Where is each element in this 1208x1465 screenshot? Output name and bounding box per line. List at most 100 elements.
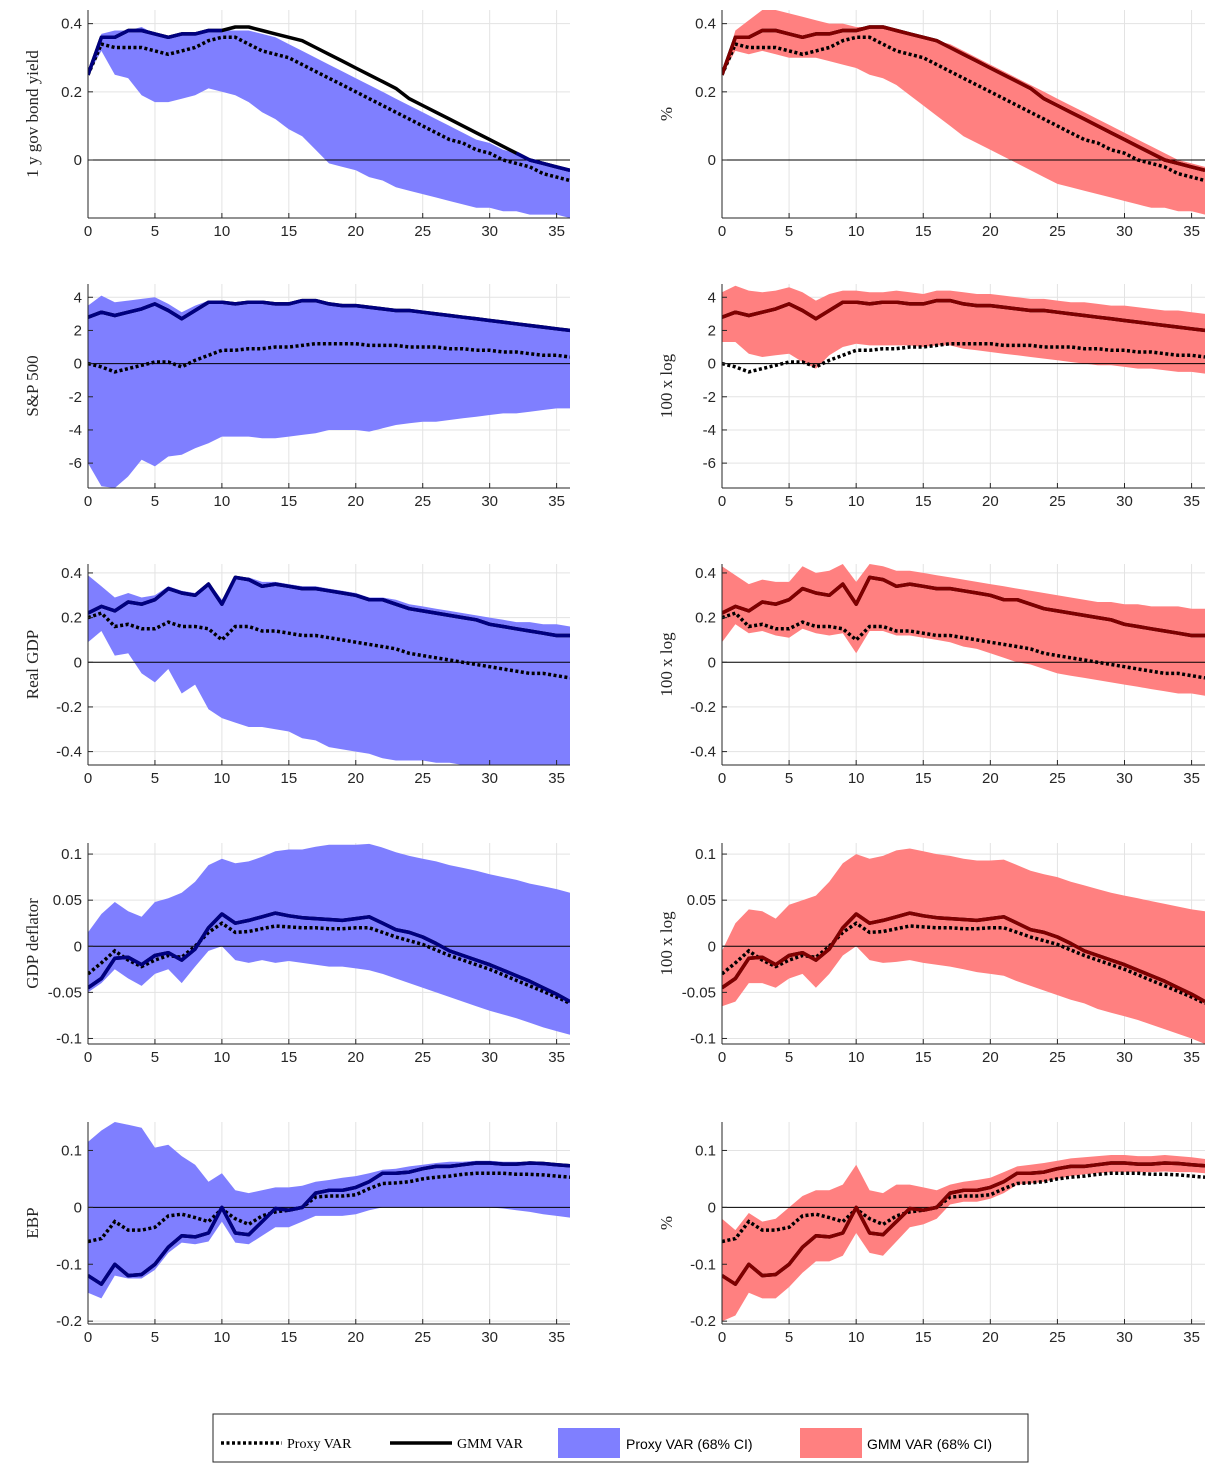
x-tick-label: 35 bbox=[1183, 1329, 1200, 1346]
panel-real-gdp-right: 0 5 10 15 20 25 30 35 -0.4 -0.2 0 0.2 0.4 100 x log bbox=[657, 564, 1205, 787]
x-tick-label: 5 bbox=[151, 493, 159, 510]
y-axis-label: EBP bbox=[23, 1207, 42, 1238]
gmm-var-line-in-band bbox=[88, 298, 570, 333]
panel-gdp-deflator-right: 0 5 10 15 20 25 30 35 -0.1 -0.05 0 0.05 0.1 100 x log bbox=[657, 843, 1205, 1066]
x-tick-label: 35 bbox=[1183, 770, 1200, 787]
panel-plot-area bbox=[722, 1155, 1205, 1322]
y-tick-label: -4 bbox=[69, 422, 82, 439]
x-tick-label: 35 bbox=[548, 223, 565, 240]
y-tick-label: 0.2 bbox=[695, 610, 716, 627]
x-tick-label: 20 bbox=[347, 1049, 364, 1066]
y-tick-label: -0.2 bbox=[690, 699, 716, 716]
x-tick-label: 0 bbox=[718, 223, 726, 240]
x-tick-label: 25 bbox=[1049, 1049, 1066, 1066]
x-tick-label: 5 bbox=[151, 1329, 159, 1346]
y-tick-label: 0.4 bbox=[695, 16, 716, 33]
y-tick-label: 0 bbox=[74, 938, 82, 955]
x-tick-label: 15 bbox=[915, 223, 932, 240]
x-tick-label: 30 bbox=[481, 1329, 498, 1346]
x-tick-label: 0 bbox=[84, 770, 92, 787]
x-tick-label: 25 bbox=[1049, 770, 1066, 787]
y-tick-label: 0.4 bbox=[695, 565, 716, 582]
x-tick-label: 30 bbox=[481, 770, 498, 787]
x-tick-label: 15 bbox=[280, 223, 297, 240]
ci-band-ebp-left bbox=[88, 1122, 570, 1299]
x-tick-label: 5 bbox=[785, 1049, 793, 1066]
y-tick-label: 0.1 bbox=[61, 846, 82, 863]
y-tick-label: -6 bbox=[69, 455, 82, 472]
x-tick-label: 25 bbox=[414, 1049, 431, 1066]
panel-plot-area bbox=[88, 843, 570, 1035]
x-tick-label: 30 bbox=[1116, 1329, 1133, 1346]
x-tick-label: 35 bbox=[1183, 493, 1200, 510]
y-tick-label: 4 bbox=[708, 289, 716, 306]
panel-real-gdp-left: 0 5 10 15 20 25 30 35 -0.4 -0.2 0 0.2 0.4 Real GDP bbox=[23, 564, 570, 787]
y-axis-label: 100 x log bbox=[657, 353, 676, 418]
y-tick-label: 2 bbox=[708, 322, 716, 339]
x-tick-label: 15 bbox=[280, 493, 297, 510]
y-tick-label: 0 bbox=[74, 654, 82, 671]
x-tick-label: 15 bbox=[915, 1329, 932, 1346]
x-tick-label: 25 bbox=[1049, 493, 1066, 510]
proxy-var-line bbox=[722, 341, 1205, 374]
x-tick-label: 20 bbox=[982, 770, 999, 787]
x-tick-label: 10 bbox=[214, 1329, 231, 1346]
panel-plot-area bbox=[722, 564, 1205, 696]
y-tick-label: 0 bbox=[708, 356, 716, 373]
y-axis-label: 100 x log bbox=[657, 911, 676, 976]
x-tick-label: 10 bbox=[848, 223, 865, 240]
x-tick-label: 10 bbox=[848, 770, 865, 787]
x-tick-label: 25 bbox=[414, 493, 431, 510]
y-tick-label: 0 bbox=[74, 356, 82, 373]
y-tick-label: 0.1 bbox=[61, 1142, 82, 1159]
y-tick-label: 0 bbox=[708, 1199, 716, 1216]
x-tick-label: 20 bbox=[347, 493, 364, 510]
x-tick-label: 0 bbox=[718, 493, 726, 510]
y-tick-label: -0.1 bbox=[690, 1030, 716, 1047]
x-tick-label: 10 bbox=[214, 493, 231, 510]
panel-plot-area bbox=[88, 295, 570, 488]
x-tick-label: 30 bbox=[481, 493, 498, 510]
panel-plot-area bbox=[88, 25, 570, 218]
legend-swatch-gmm-var-ci bbox=[800, 1428, 862, 1458]
gmm-var-line-in-band bbox=[88, 28, 222, 76]
y-tick-label: -0.1 bbox=[690, 1256, 716, 1273]
panel-plot-area bbox=[722, 10, 1205, 215]
panel-s-p-500-right: 0 5 10 15 20 25 30 35 -6 -4 -2 0 2 4 100 x log bbox=[657, 284, 1205, 510]
x-tick-label: 25 bbox=[414, 1329, 431, 1346]
y-tick-label: 0.2 bbox=[61, 610, 82, 627]
y-tick-label: 0.1 bbox=[695, 846, 716, 863]
y-tick-label: -0.2 bbox=[690, 1313, 716, 1330]
proxy-var-line bbox=[722, 921, 1205, 1005]
y-tick-label: -0.4 bbox=[690, 744, 716, 761]
x-tick-label: 10 bbox=[848, 493, 865, 510]
x-tick-label: 20 bbox=[982, 223, 999, 240]
x-tick-label: 20 bbox=[347, 770, 364, 787]
ci-band-1-y-gov-bond-yield-left bbox=[88, 27, 570, 218]
proxy-var-line bbox=[88, 341, 570, 374]
x-tick-label: 15 bbox=[280, 1329, 297, 1346]
legend-label-gmm-var-ci: GMM VAR (68% CI) bbox=[867, 1436, 992, 1452]
x-tick-label: 20 bbox=[347, 1329, 364, 1346]
x-tick-label: 5 bbox=[785, 223, 793, 240]
y-axis-label: S&P 500 bbox=[23, 355, 42, 416]
proxy-var-line bbox=[88, 1171, 570, 1244]
proxy-var-line bbox=[88, 611, 570, 680]
y-axis-label: 1 y gov bond yield bbox=[23, 50, 42, 178]
x-tick-label: 15 bbox=[915, 1049, 932, 1066]
proxy-var-line bbox=[722, 1171, 1205, 1244]
gmm-var-line-in-band bbox=[722, 1161, 1205, 1286]
x-tick-label: 10 bbox=[848, 1049, 865, 1066]
x-tick-label: 5 bbox=[785, 770, 793, 787]
y-tick-label: -2 bbox=[69, 389, 82, 406]
y-tick-label: 4 bbox=[74, 289, 82, 306]
panel-1-y-gov-bond-yield-left: 0 5 10 15 20 25 30 35 0 0.2 0.4 1 y gov bond yield bbox=[23, 10, 570, 240]
ci-band-ebp-right bbox=[722, 1155, 1205, 1322]
proxy-var-line bbox=[722, 611, 1205, 680]
y-tick-label: 0 bbox=[74, 152, 82, 169]
panel-1-y-gov-bond-yield-right: 0 5 10 15 20 25 30 35 0 0.2 0.4% bbox=[657, 10, 1205, 240]
y-tick-label: 0 bbox=[74, 1199, 82, 1216]
x-tick-label: 10 bbox=[214, 1049, 231, 1066]
proxy-var-line bbox=[88, 35, 570, 183]
